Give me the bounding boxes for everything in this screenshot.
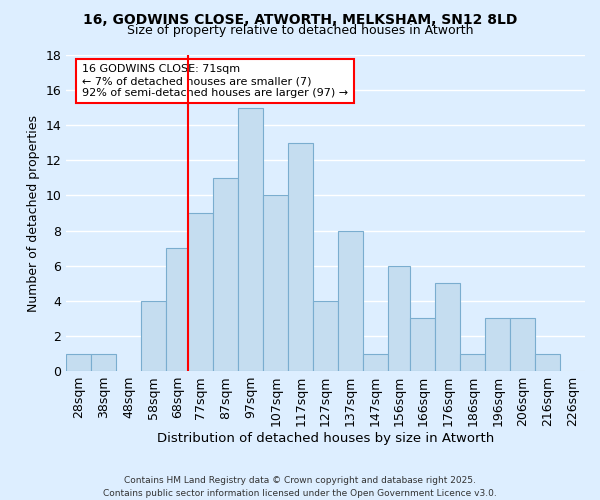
Bar xyxy=(91,354,116,371)
Bar xyxy=(313,301,338,371)
X-axis label: Distribution of detached houses by size in Atworth: Distribution of detached houses by size … xyxy=(157,432,494,445)
Text: Size of property relative to detached houses in Atworth: Size of property relative to detached ho… xyxy=(127,24,473,37)
Bar xyxy=(66,354,91,371)
Bar xyxy=(485,318,510,371)
Text: 16 GODWINS CLOSE: 71sqm
← 7% of detached houses are smaller (7)
92% of semi-deta: 16 GODWINS CLOSE: 71sqm ← 7% of detached… xyxy=(82,64,348,98)
Bar xyxy=(214,178,238,371)
Bar xyxy=(510,318,535,371)
Bar xyxy=(363,354,388,371)
Bar xyxy=(410,318,436,371)
Bar xyxy=(288,143,313,371)
Bar xyxy=(238,108,263,371)
Y-axis label: Number of detached properties: Number of detached properties xyxy=(27,114,40,312)
Text: 16, GODWINS CLOSE, ATWORTH, MELKSHAM, SN12 8LD: 16, GODWINS CLOSE, ATWORTH, MELKSHAM, SN… xyxy=(83,12,517,26)
Bar xyxy=(535,354,560,371)
Bar xyxy=(188,213,214,371)
Bar xyxy=(141,301,166,371)
Text: Contains HM Land Registry data © Crown copyright and database right 2025.
Contai: Contains HM Land Registry data © Crown c… xyxy=(103,476,497,498)
Bar xyxy=(166,248,188,371)
Bar xyxy=(338,230,363,371)
Bar xyxy=(460,354,485,371)
Bar xyxy=(263,196,288,371)
Bar xyxy=(436,284,460,371)
Bar xyxy=(388,266,410,371)
